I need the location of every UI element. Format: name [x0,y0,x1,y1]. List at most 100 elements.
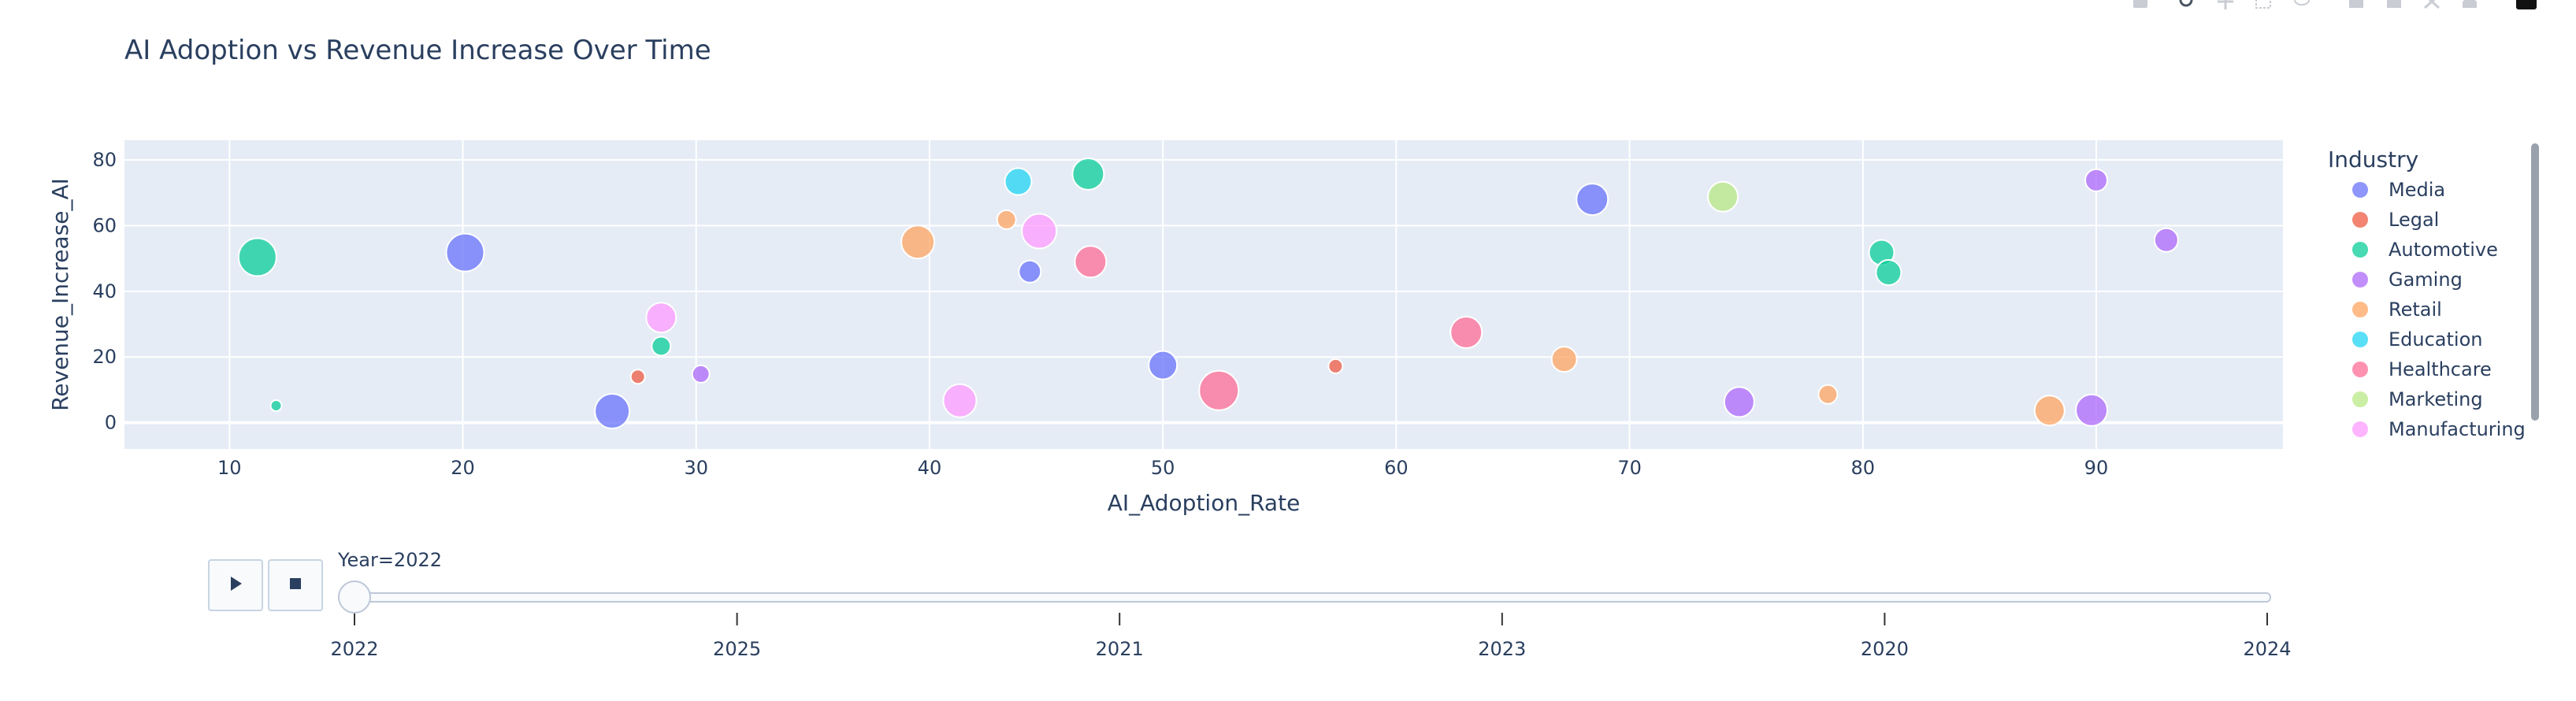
scatter-point-retail[interactable] [1817,384,1839,405]
home-icon[interactable] [2461,0,2478,9]
x-tick-label: 40 [918,457,942,479]
scatter-point-gaming[interactable] [691,364,711,384]
x-tick-label: 30 [684,457,708,479]
slider-step-label[interactable]: 2025 [713,638,761,660]
y-gridlines [124,159,2283,425]
camera-icon[interactable] [2132,0,2149,9]
scatter-point-automotive[interactable] [1875,259,1902,287]
stop-icon [288,577,303,594]
y-tick-label: 20 [92,346,117,368]
slider-ticks: 2022 2025 2021 2023 2020 2024 [330,613,2292,660]
scatter-point-retail[interactable] [1550,346,1578,373]
scatter-point-media[interactable] [1148,350,1179,380]
legend-label: Legal [2389,209,2439,231]
scatter-point-marketing[interactable] [1707,180,1739,213]
legend-marker [2352,362,2368,377]
legend-item-healthcare[interactable]: Healthcare [2352,358,2492,380]
lasso-select-icon[interactable] [2292,0,2310,9]
legend: Industry Media Legal Automotive Gaming Retai… [2328,147,2526,440]
slider-step-label[interactable]: 2020 [1861,638,1909,660]
scatter-point-automotive[interactable] [269,399,283,412]
x-tick-labels: 10 20 30 40 50 60 70 80 90 [217,457,2108,479]
y-tick-label: 80 [92,149,117,171]
zoom-icon[interactable] [2179,0,2196,9]
scatter-point-manufacturing[interactable] [645,302,677,334]
legend-label: Media [2389,179,2445,201]
slider-step-label[interactable]: 2023 [1478,638,1526,660]
scatter-point-gaming[interactable] [2084,168,2109,192]
legend-label: Education [2389,328,2482,350]
scatter-point-media[interactable] [1576,183,1609,217]
scatter-point-media[interactable] [445,232,485,273]
scatter-point-retail[interactable] [2033,395,2066,427]
pan-icon[interactable] [2217,0,2234,9]
legend-item-marketing[interactable]: Marketing [2352,388,2483,410]
legend-item-manufacturing[interactable]: Manufacturing [2352,418,2526,440]
stop-button[interactable] [268,559,323,611]
legend-item-gaming[interactable]: Gaming [2352,269,2463,291]
scatter-point-automotive[interactable] [651,336,672,357]
scatter-point-media[interactable] [594,393,631,430]
play-button[interactable] [208,559,263,611]
legend-scrollbar[interactable] [2531,143,2539,421]
scatter-point-healthcare[interactable] [1449,315,1483,349]
scatter-point-retail[interactable] [996,209,1017,230]
zoom-in-icon[interactable] [2348,0,2365,9]
autoscale-icon[interactable] [2423,0,2441,9]
x-tick-label: 10 [217,457,242,479]
slider-rail[interactable] [338,592,2271,603]
x-tick-label: 60 [1384,457,1409,479]
scatter-point-gaming[interactable] [2153,227,2179,253]
legend-marker [2352,302,2368,317]
scatter-point-healthcare[interactable] [1198,369,1240,411]
scatter-point-education[interactable] [1004,167,1033,196]
legend-marker [2352,391,2368,407]
legend-marker [2352,272,2368,287]
legend-marker [2352,332,2368,347]
scatter-point-media[interactable] [1018,259,1042,284]
scatter-point-gaming[interactable] [1723,386,1755,418]
legend-label: Gaming [2389,269,2463,291]
legend-marker [2352,212,2368,228]
legend-item-education[interactable]: Education [2352,328,2482,350]
scatter-point-automotive[interactable] [1071,157,1105,191]
scatter-point-healthcare[interactable] [1074,245,1108,279]
plotly-logo-icon[interactable] [2516,0,2537,9]
y-tick-label: 60 [92,214,117,236]
box-select-icon[interactable] [2255,0,2272,9]
y-tick-label: 0 [105,412,117,434]
legend-label: Marketing [2389,388,2483,410]
legend-marker [2352,182,2368,198]
x-axis-title: AI_Adoption_Rate [1108,490,1301,516]
x-tick-label: 50 [1151,457,1175,479]
year-slider[interactable]: Year=2022 2022 2025 2021 2023 2020 2024 [330,549,2291,660]
modebar [2127,0,2576,11]
scatter-point-legal[interactable] [629,369,646,385]
slider-step-label[interactable]: 2022 [330,638,378,660]
legend-item-retail[interactable]: Retail [2352,299,2442,321]
legend-marker [2352,421,2368,437]
legend-item-legal[interactable]: Legal [2352,209,2439,231]
legend-marker [2352,242,2368,258]
slider-grip[interactable] [338,580,371,614]
legend-items[interactable]: Media Legal Automotive Gaming Retail Educatio… [2352,179,2526,440]
play-icon [227,575,244,595]
legend-title: Industry [2328,147,2418,172]
slider-current-label: Year=2022 [337,549,442,571]
scatter-point-retail[interactable] [900,224,936,260]
x-tick-label: 20 [451,457,475,479]
scatter-point-gaming[interactable] [2075,393,2109,427]
x-tick-label: 70 [1617,457,1642,479]
legend-item-automotive[interactable]: Automotive [2352,239,2498,261]
legend-item-media[interactable]: Media [2352,179,2445,201]
scatter-markers[interactable] [237,157,2179,430]
slider-step-label[interactable]: 2021 [1096,638,1144,660]
legend-label: Manufacturing [2389,418,2526,440]
scatter-point-manufacturing[interactable] [1021,213,1058,250]
scatter-point-manufacturing[interactable] [942,383,978,418]
slider-step-label[interactable]: 2024 [2243,638,2291,660]
scatter-point-automotive[interactable] [237,237,277,277]
scatter-point-legal[interactable] [1327,358,1344,374]
zoom-out-icon[interactable] [2385,0,2403,9]
